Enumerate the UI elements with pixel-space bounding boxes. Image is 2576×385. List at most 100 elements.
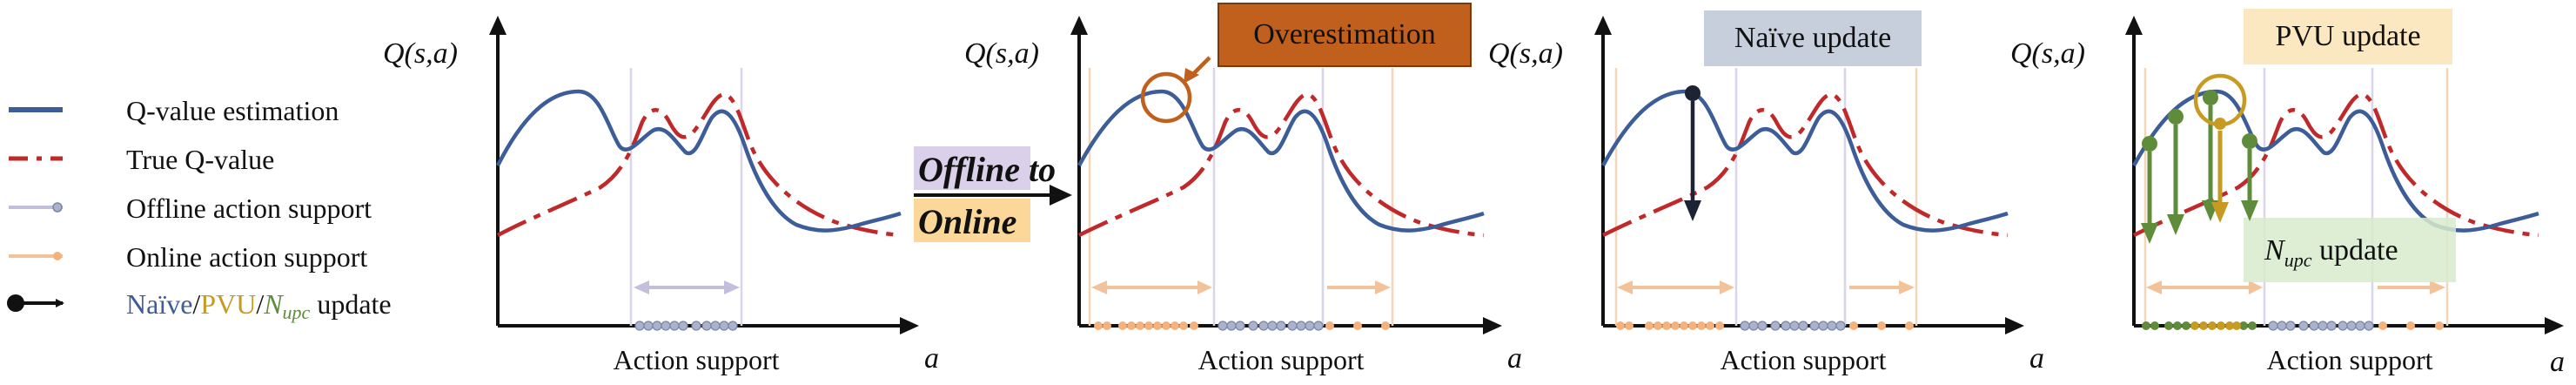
- overestimation-circle: [1140, 71, 1192, 124]
- offline-dot: [1748, 321, 1759, 331]
- naive-update-text: Naïve update: [1734, 22, 1891, 54]
- pvu-update-text: PVU update: [2275, 20, 2420, 52]
- online-dot: [1697, 321, 1706, 330]
- x-axis-label: a: [1507, 342, 1522, 375]
- true-q-curve: [1077, 91, 1485, 238]
- x-axis-label: a: [2029, 342, 2044, 375]
- x-axis-label: a: [2550, 346, 2565, 378]
- legend-label: Q-value estimation: [126, 95, 339, 126]
- offline-dot: [2309, 321, 2319, 331]
- online-dot: [1706, 321, 1714, 330]
- online-dot: [1381, 321, 1390, 330]
- nupc-dot: [2173, 321, 2182, 330]
- offline-dot: [1248, 321, 1258, 331]
- q-estimate-curve: [495, 89, 902, 233]
- action-support-label: Action support: [613, 344, 779, 375]
- pvu-dot: [2208, 321, 2217, 330]
- y-axis-label: Q(s,a): [1488, 37, 1563, 70]
- offline-dot: [2364, 321, 2374, 331]
- online-support-arrow-left: [1091, 280, 1212, 294]
- action-support-label: Action support: [1720, 344, 1886, 375]
- offline-dot: [643, 321, 654, 331]
- nupc-dot: [2150, 321, 2159, 330]
- online-dot: [1616, 321, 1625, 330]
- pvu-dot: [2190, 321, 2199, 330]
- legend-update-text: Naïve/PVU/Nupc update: [126, 288, 392, 323]
- offline-dot: [1770, 321, 1781, 331]
- offline-dot: [1740, 321, 1750, 331]
- legend-label: Online action support: [126, 241, 367, 273]
- transition-line2: Online: [918, 202, 1016, 241]
- nupc-base: N: [2264, 234, 2286, 267]
- online-dot: [1688, 321, 1697, 330]
- nupc-update-box: [2244, 218, 2456, 282]
- offline-dot: [1235, 321, 1245, 331]
- q-estimate-curve: [1601, 89, 2009, 233]
- y-axis-label: Q(s,a): [2010, 37, 2085, 70]
- overestimation-callout-text: Overestimation: [1253, 18, 1436, 51]
- offline-dot: [701, 321, 712, 331]
- online-support-arrow-left: [1617, 280, 1734, 294]
- legend-sep: /: [192, 288, 200, 320]
- naive-update-arrow: [1684, 85, 1701, 221]
- online-dot: [1094, 321, 1103, 330]
- offline-dot: [1835, 321, 1846, 331]
- offline-dot: [2268, 321, 2278, 331]
- offline-dot: [1781, 321, 1791, 331]
- pvu-dot: [2199, 321, 2208, 330]
- legend-update-suffix: update: [310, 288, 391, 320]
- offline-dot: [1226, 321, 1237, 331]
- offline-dot: [2326, 321, 2337, 331]
- online-dot: [1662, 321, 1671, 330]
- online-dot: [1127, 321, 1136, 330]
- offline-dot: [1287, 321, 1298, 331]
- nupc-dot: [2239, 321, 2248, 330]
- offline-dot: [1818, 321, 1828, 331]
- pvu-support-dots: [2190, 321, 2241, 330]
- pvu-dot: [2232, 321, 2241, 330]
- x-axis: [498, 317, 919, 334]
- online-box: [914, 199, 1030, 242]
- panel-offline: Q(s,a) a Action support: [383, 16, 939, 375]
- nupc-suffix: update: [2311, 234, 2398, 267]
- true-q-curve: [2132, 91, 2539, 238]
- online-support-arrow-right: [2378, 280, 2445, 294]
- pvu-update-box: [2244, 9, 2452, 64]
- legend-item-q-estimate: Q-value estimation: [9, 95, 339, 126]
- panel-pvu-update: Q(s,a) a Action support PVU update N: [2010, 9, 2565, 378]
- online-support-dots: [1094, 321, 1390, 330]
- offline-dot: [661, 321, 671, 331]
- offline-dot: [2285, 321, 2296, 331]
- offline-dot: [2318, 321, 2328, 331]
- offline-to-online-label: Offline to Online: [914, 146, 1072, 242]
- offline-dot: [719, 321, 729, 331]
- legend-item-offline-support: Offline action support: [9, 192, 372, 224]
- online-support-arrow-left: [2146, 280, 2263, 294]
- y-axis: [2125, 16, 2143, 326]
- true-q-curve: [496, 91, 902, 238]
- offline-dot: [669, 321, 680, 331]
- online-dot: [1179, 321, 1188, 330]
- online-dot: [1103, 321, 1111, 330]
- online-dot: [1905, 321, 1914, 330]
- online-dot: [1849, 321, 1858, 330]
- offline-dot: [2355, 321, 2365, 331]
- nupc-arrow: [2141, 136, 2158, 244]
- offline-dot: [2277, 321, 2287, 331]
- panel-naive-update: Q(s,a) a Action support Naïve update: [1488, 10, 2044, 375]
- offline-dot: [1827, 321, 1837, 331]
- update-dot-icon: [7, 294, 24, 312]
- legend-sep: /: [256, 288, 264, 320]
- offline-dot: [710, 321, 721, 331]
- y-axis-label: Q(s,a): [383, 37, 458, 70]
- offline-dot: [634, 321, 645, 331]
- offline-dot: [2338, 321, 2348, 331]
- online-dot: [1654, 321, 1662, 330]
- offline-box: [914, 146, 1030, 190]
- online-dot: [1118, 321, 1127, 330]
- nupc-dot: [2248, 321, 2257, 330]
- online-support-arrow-right: [1327, 280, 1391, 294]
- online-dot: [1877, 321, 1886, 330]
- online-dot: [2435, 321, 2444, 330]
- online-dot: [1715, 321, 1724, 330]
